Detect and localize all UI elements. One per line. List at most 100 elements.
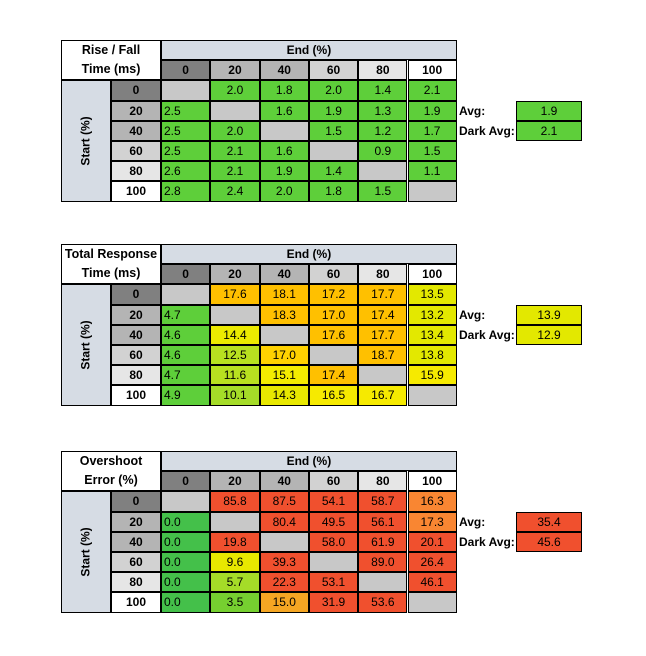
data-cell: 14.3: [259, 385, 309, 406]
data-cell: 16.5: [308, 385, 359, 406]
data-cell: [308, 345, 359, 366]
data-cell: 2.5: [161, 100, 211, 121]
column-header: 80: [358, 60, 408, 81]
column-header: 80: [358, 471, 408, 492]
table-title-line: Total Response: [64, 247, 158, 262]
column-header: 40: [259, 471, 309, 492]
dark-avg-label: Dark Avg:: [459, 534, 515, 549]
data-cell: 26.4: [407, 552, 457, 573]
data-cell: 1.9: [308, 100, 359, 121]
column-header: 80: [358, 264, 408, 285]
row-header: 40: [111, 120, 161, 141]
row-header: 100: [111, 181, 161, 202]
data-cell: 17.4: [308, 365, 359, 386]
column-header: 0: [161, 264, 211, 285]
data-cell: [358, 572, 408, 593]
data-cell: 17.6: [210, 284, 260, 305]
data-cell: 2.1: [210, 161, 260, 182]
data-cell: 1.9: [259, 161, 309, 182]
data-cell: [308, 141, 359, 162]
data-cell: 80.4: [259, 511, 309, 532]
data-cell: 17.7: [358, 284, 408, 305]
data-cell: 2.5: [161, 141, 211, 162]
data-cell: [161, 284, 211, 305]
data-cell: 13.8: [407, 345, 457, 366]
end-axis-label: End (%): [161, 451, 457, 472]
data-cell: 18.7: [358, 345, 408, 366]
data-cell: 11.6: [210, 365, 260, 386]
data-cell: 17.4: [358, 304, 408, 325]
row-header: 80: [111, 365, 161, 386]
data-cell: 18.3: [259, 304, 309, 325]
table-title-line: Time (ms): [81, 62, 141, 77]
data-cell: 1.2: [358, 120, 408, 141]
column-header: 100: [407, 60, 457, 81]
data-cell: 1.5: [308, 120, 359, 141]
data-cell: [161, 80, 211, 101]
data-cell: 46.1: [407, 572, 457, 593]
avg-value: 1.9: [516, 100, 582, 121]
data-cell: 2.1: [210, 141, 260, 162]
data-cell: 10.1: [210, 385, 260, 406]
data-cell: 16.3: [407, 491, 457, 512]
data-cell: 12.5: [210, 345, 260, 366]
data-cell: 0.0: [161, 531, 211, 552]
avg-label: Avg:: [459, 103, 486, 118]
data-cell: 2.4: [210, 181, 260, 202]
row-header: 40: [111, 531, 161, 552]
data-cell: 56.1: [358, 511, 408, 532]
data-cell: 2.5: [161, 120, 211, 141]
data-cell: 5.7: [210, 572, 260, 593]
data-cell: 2.6: [161, 161, 211, 182]
end-axis-label: End (%): [161, 244, 457, 265]
column-header: 40: [259, 264, 309, 285]
data-cell: 14.4: [210, 324, 260, 345]
table-title: Overshoot Error (%): [61, 451, 161, 492]
data-cell: 54.1: [308, 491, 359, 512]
data-cell: [259, 324, 309, 345]
start-axis-label: Start (%): [61, 80, 111, 202]
data-cell: [407, 181, 457, 202]
data-cell: 39.3: [259, 552, 309, 573]
data-cell: 0.0: [161, 592, 211, 613]
data-cell: 17.0: [259, 345, 309, 366]
data-cell: 0.9: [358, 141, 408, 162]
data-cell: 61.9: [358, 531, 408, 552]
data-cell: 4.9: [161, 385, 211, 406]
dark-avg-label: Dark Avg:: [459, 123, 515, 138]
row-header: 80: [111, 161, 161, 182]
data-cell: 17.6: [308, 324, 359, 345]
data-cell: 16.7: [358, 385, 408, 406]
data-cell: 1.4: [358, 80, 408, 101]
row-header: 0: [111, 80, 161, 101]
avg-label: Avg:: [459, 514, 486, 529]
row-header: 0: [111, 491, 161, 512]
column-header: 20: [210, 471, 260, 492]
data-cell: 13.2: [407, 304, 457, 325]
end-axis-label: End (%): [161, 40, 457, 61]
row-header: 40: [111, 324, 161, 345]
column-header: 60: [308, 60, 359, 81]
column-header: 60: [308, 471, 359, 492]
data-cell: 31.9: [308, 592, 359, 613]
data-cell: 1.3: [358, 100, 408, 121]
dark-avg-value: 2.1: [516, 120, 582, 141]
data-cell: [407, 592, 457, 613]
data-cell: 2.0: [308, 80, 359, 101]
table-title-line: Rise / Fall: [81, 43, 141, 58]
table-title-line: Time (ms): [81, 266, 141, 281]
avg-value: 35.4: [516, 511, 582, 532]
row-header: 100: [111, 385, 161, 406]
data-cell: 22.3: [259, 572, 309, 593]
column-header: 40: [259, 60, 309, 81]
data-cell: 2.0: [210, 120, 260, 141]
data-cell: 0.0: [161, 552, 211, 573]
data-cell: 2.0: [210, 80, 260, 101]
data-cell: [358, 365, 408, 386]
data-cell: 20.1: [407, 531, 457, 552]
start-axis-text: Start (%): [79, 116, 93, 166]
column-header: 100: [407, 471, 457, 492]
row-header: 20: [111, 511, 161, 532]
row-header: 20: [111, 100, 161, 121]
start-axis-text: Start (%): [79, 527, 93, 577]
